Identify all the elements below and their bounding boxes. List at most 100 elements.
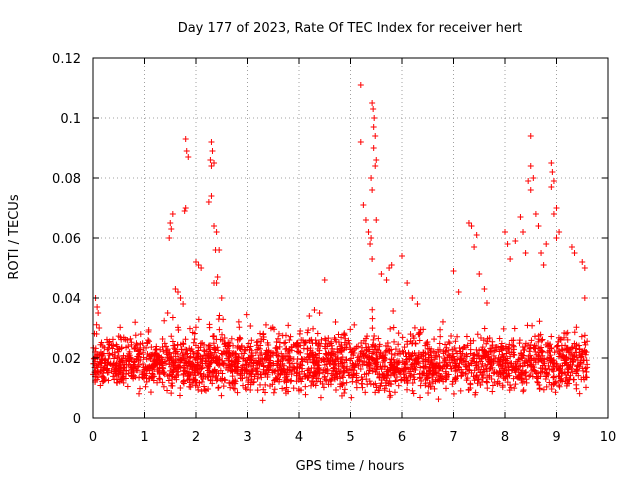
- data-point: [206, 321, 213, 328]
- data-point: [366, 378, 373, 385]
- data-point: [302, 391, 309, 398]
- data-point: [548, 160, 555, 166]
- data-point: [548, 333, 555, 340]
- data-point: [554, 342, 561, 349]
- data-point: [420, 358, 427, 365]
- data-point: [486, 335, 493, 342]
- data-point: [213, 336, 220, 343]
- data-point: [279, 354, 286, 361]
- data-point: [538, 369, 545, 376]
- data-point: [527, 372, 534, 379]
- data-point: [395, 330, 402, 337]
- x-tick-label: 10: [600, 430, 617, 445]
- data-point: [353, 384, 360, 391]
- data-point: [387, 325, 394, 332]
- data-point: [530, 175, 537, 181]
- data-point: [243, 386, 250, 393]
- data-point: [98, 356, 105, 363]
- data-point: [582, 341, 589, 348]
- data-point: [571, 329, 578, 336]
- data-point: [518, 350, 525, 357]
- data-point: [504, 345, 511, 352]
- data-point: [196, 365, 203, 372]
- data-point: [527, 355, 534, 362]
- data-point: [310, 325, 317, 332]
- data-point: [187, 347, 194, 354]
- data-point: [539, 368, 546, 375]
- data-point: [387, 380, 394, 387]
- data-point: [331, 358, 338, 365]
- data-point: [510, 337, 517, 344]
- data-point: [457, 387, 464, 394]
- data-point: [169, 314, 176, 321]
- data-point: [520, 347, 527, 354]
- data-point: [168, 355, 175, 362]
- data-point: [425, 383, 432, 390]
- data-point: [191, 376, 198, 383]
- data-point: [217, 376, 224, 383]
- data-point: [399, 253, 405, 259]
- data-point: [277, 372, 284, 379]
- data-point: [561, 334, 568, 341]
- data-point: [187, 384, 194, 391]
- data-point: [348, 367, 355, 374]
- data-point: [473, 232, 480, 238]
- data-point: [208, 163, 215, 169]
- data-point: [168, 226, 175, 232]
- data-point: [177, 357, 184, 364]
- data-point: [400, 366, 407, 373]
- data-point: [93, 321, 100, 328]
- data-point: [345, 337, 352, 344]
- data-point: [273, 349, 280, 356]
- data-point: [106, 341, 113, 348]
- data-point: [575, 342, 582, 349]
- data-point: [510, 375, 517, 382]
- data-point: [557, 377, 564, 384]
- data-point: [122, 375, 129, 382]
- data-point: [549, 367, 556, 374]
- data-point: [484, 379, 491, 386]
- data-point: [110, 342, 117, 349]
- data-point: [164, 354, 171, 361]
- data-point: [483, 340, 490, 347]
- data-point: [114, 376, 121, 383]
- data-point: [500, 353, 507, 360]
- data-point: [321, 373, 328, 380]
- data-point: [175, 364, 182, 371]
- data-point: [145, 328, 152, 335]
- data-point: [382, 342, 389, 349]
- data-point: [232, 363, 239, 370]
- data-point: [191, 336, 198, 343]
- data-point: [180, 379, 187, 386]
- data-point: [369, 187, 376, 193]
- data-point: [424, 341, 431, 348]
- x-tick-label: 8: [501, 430, 509, 445]
- data-point: [243, 374, 250, 381]
- data-point: [474, 331, 481, 338]
- data-point: [323, 377, 330, 384]
- data-point: [296, 373, 303, 380]
- data-point: [569, 352, 576, 359]
- data-point: [109, 336, 116, 343]
- data-point: [378, 377, 385, 384]
- data-point: [353, 372, 360, 379]
- data-point: [169, 359, 176, 366]
- data-point: [201, 347, 208, 354]
- data-point: [376, 341, 383, 348]
- data-point: [109, 362, 116, 369]
- data-point: [510, 342, 517, 349]
- data-point: [375, 335, 382, 342]
- data-point: [543, 383, 550, 390]
- data-point: [348, 394, 355, 401]
- data-point: [131, 345, 138, 352]
- data-point: [132, 332, 139, 339]
- data-point: [423, 340, 430, 347]
- data-point: [549, 169, 556, 175]
- data-point: [122, 367, 129, 374]
- data-point: [205, 199, 212, 205]
- data-point: [397, 370, 404, 377]
- data-point: [369, 341, 376, 348]
- data-point: [372, 163, 379, 169]
- data-point: [383, 368, 390, 375]
- data-point: [347, 326, 354, 333]
